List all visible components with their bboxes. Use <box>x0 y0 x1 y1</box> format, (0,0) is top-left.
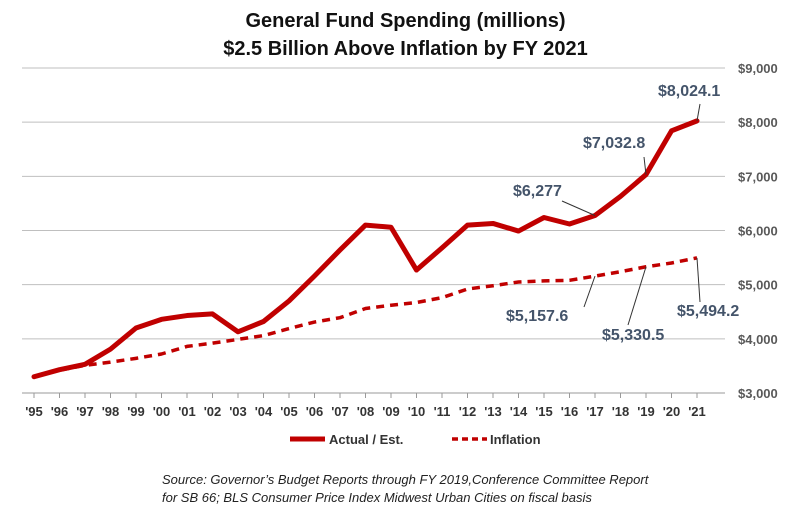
x-tick-label: '95 <box>25 404 43 419</box>
y-tick-label: $3,000 <box>738 386 778 401</box>
source-line-1: Source: Governor’s Budget Reports throug… <box>162 472 649 487</box>
annotation-leader <box>561 200 596 216</box>
x-tick-label: '00 <box>153 404 171 419</box>
y-axis-ticks: $3,000 $4,000 $5,000 $6,000 $7,000 $8,000 $9,0… <box>738 61 778 401</box>
x-tick-label: '20 <box>663 404 681 419</box>
annotation-leader <box>627 266 647 326</box>
x-tick-label: '08 <box>357 404 375 419</box>
x-tick-label: '09 <box>382 404 400 419</box>
x-tick-label: '10 <box>408 404 426 419</box>
x-tick-label: '16 <box>561 404 579 419</box>
annotation-leader <box>643 156 647 175</box>
series-lines <box>31 118 700 380</box>
y-tick-label: $9,000 <box>738 61 778 76</box>
y-tick-label: $7,000 <box>738 169 778 184</box>
legend-label: Inflation <box>490 432 541 447</box>
annotation-leader <box>696 257 701 303</box>
annotations: $8,024.1 $7,032.8 $6,277 $5,157.6 $5,330.5 $5… <box>506 83 739 344</box>
x-tick-label: '99 <box>127 404 145 419</box>
x-tick-label: '03 <box>229 404 247 419</box>
y-tick-label: $6,000 <box>738 224 778 239</box>
legend: Actual / Est. Inflation <box>290 432 541 447</box>
y-tick-label: $8,000 <box>738 115 778 130</box>
annotation-label: $7,032.8 <box>583 135 645 152</box>
x-tick-label: '05 <box>280 404 298 419</box>
x-tick-label: '97 <box>76 404 94 419</box>
x-tick-label: '96 <box>51 404 69 419</box>
source-line-2: for SB 66; BLS Consumer Price Index Midw… <box>162 490 592 505</box>
x-tick-label: '14 <box>510 404 528 419</box>
series-line-actual-est- <box>31 118 700 380</box>
annotation-label: $6,277 <box>513 183 562 200</box>
x-tick-label: '19 <box>637 404 655 419</box>
x-tick-label: '98 <box>102 404 120 419</box>
annotation-leader <box>583 275 596 308</box>
annotation-label: $8,024.1 <box>658 83 720 100</box>
x-tick-label: '11 <box>434 404 451 419</box>
chart-title: General Fund Spending (millions) <box>245 10 566 32</box>
chart-subtitle: $2.5 Billion Above Inflation by FY 2021 <box>223 38 588 60</box>
x-tick-label: '01 <box>178 404 196 419</box>
annotation-leader <box>696 103 701 121</box>
x-axis-ticks: '95 '96 '97 '98 '99 '00 '01 '02 '03 '04 '05 '06 '07 '… <box>25 393 706 419</box>
source-note: Source: Governor’s Budget Reports throug… <box>162 471 648 507</box>
annotation-label: $5,157.6 <box>506 308 568 325</box>
x-tick-label: '15 <box>535 404 553 419</box>
x-tick-label: '17 <box>586 404 604 419</box>
x-tick-label: '12 <box>459 404 477 419</box>
annotation-label: $5,330.5 <box>602 327 664 344</box>
x-tick-label: '13 <box>484 404 502 419</box>
series-line-inflation <box>33 256 698 379</box>
x-tick-label: '04 <box>255 404 273 419</box>
x-tick-label: '02 <box>204 404 222 419</box>
x-tick-label: '06 <box>306 404 324 419</box>
annotation-label: $5,494.2 <box>677 303 739 320</box>
y-tick-label: $4,000 <box>738 332 778 347</box>
x-tick-label: '18 <box>612 404 630 419</box>
y-tick-label: $5,000 <box>738 278 778 293</box>
legend-label: Actual / Est. <box>329 432 403 447</box>
x-tick-label: '21 <box>688 404 706 419</box>
x-tick-label: '07 <box>331 404 349 419</box>
gridlines <box>22 67 725 394</box>
